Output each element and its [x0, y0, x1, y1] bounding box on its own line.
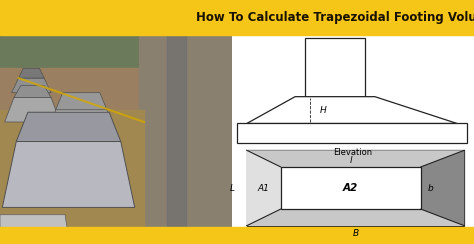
Bar — [0, 68, 232, 244]
Polygon shape — [11, 78, 51, 93]
Polygon shape — [16, 112, 121, 142]
Bar — [0, 110, 144, 244]
Polygon shape — [421, 150, 465, 226]
Text: A1: A1 — [258, 183, 270, 193]
Polygon shape — [247, 209, 465, 226]
Polygon shape — [14, 85, 51, 98]
Polygon shape — [0, 215, 70, 244]
Bar — [0, 227, 232, 244]
Polygon shape — [247, 150, 465, 167]
Text: L: L — [230, 183, 235, 193]
Bar — [139, 0, 232, 244]
Text: Elevation: Elevation — [334, 148, 373, 156]
Polygon shape — [18, 68, 44, 78]
Bar — [237, 123, 467, 143]
Bar — [232, 0, 474, 35]
Polygon shape — [5, 98, 60, 122]
Text: How To Calculate Trapezoidal Footing Volume: How To Calculate Trapezoidal Footing Vol… — [196, 11, 474, 24]
Bar — [0, 0, 232, 68]
Text: b: b — [428, 183, 433, 193]
Polygon shape — [56, 93, 107, 110]
Text: A2: A2 — [343, 183, 358, 193]
Bar — [232, 227, 474, 244]
Bar — [0, 0, 232, 35]
Polygon shape — [46, 110, 116, 142]
Text: l: l — [349, 156, 352, 165]
Bar — [247, 150, 465, 226]
Text: B: B — [353, 229, 359, 238]
Text: H: H — [319, 106, 326, 115]
Polygon shape — [247, 97, 457, 123]
Polygon shape — [2, 142, 135, 207]
Bar — [167, 24, 186, 232]
Bar — [305, 38, 365, 97]
Polygon shape — [247, 150, 281, 226]
Bar — [281, 167, 421, 209]
